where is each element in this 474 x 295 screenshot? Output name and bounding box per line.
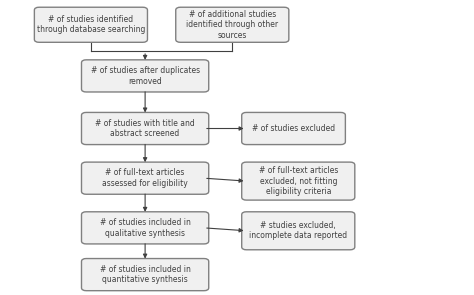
Text: # of studies excluded: # of studies excluded: [252, 124, 335, 133]
FancyBboxPatch shape: [82, 60, 209, 92]
Text: # of full-text articles
assessed for eligibility: # of full-text articles assessed for eli…: [102, 168, 188, 188]
Text: # of studies included in
qualitative synthesis: # of studies included in qualitative syn…: [100, 218, 191, 237]
FancyBboxPatch shape: [82, 112, 209, 145]
Text: # of studies included in
quantitative synthesis: # of studies included in quantitative sy…: [100, 265, 191, 284]
Text: # of studies identified
through database searching: # of studies identified through database…: [36, 15, 145, 35]
FancyBboxPatch shape: [242, 212, 355, 250]
Text: # studies excluded,
incomplete data reported: # studies excluded, incomplete data repo…: [249, 221, 347, 240]
FancyBboxPatch shape: [82, 212, 209, 244]
FancyBboxPatch shape: [82, 162, 209, 194]
FancyBboxPatch shape: [242, 162, 355, 200]
FancyBboxPatch shape: [82, 258, 209, 291]
FancyBboxPatch shape: [176, 7, 289, 42]
Text: # of full-text articles
excluded, not fitting
eligibility criteria: # of full-text articles excluded, not fi…: [259, 166, 338, 196]
Text: # of additional studies
identified through other
sources: # of additional studies identified throu…: [186, 10, 278, 40]
Text: # of studies with title and
abstract screened: # of studies with title and abstract scr…: [95, 119, 195, 138]
FancyBboxPatch shape: [242, 112, 346, 145]
Text: # of studies after duplicates
removed: # of studies after duplicates removed: [91, 66, 200, 86]
FancyBboxPatch shape: [35, 7, 147, 42]
